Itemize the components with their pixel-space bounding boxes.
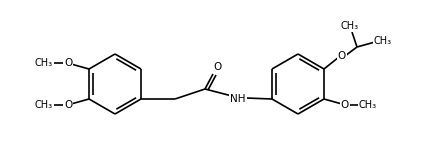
Text: O: O bbox=[341, 100, 349, 110]
Text: CH₃: CH₃ bbox=[35, 100, 53, 110]
Text: CH₃: CH₃ bbox=[35, 58, 53, 68]
Text: NH: NH bbox=[230, 94, 246, 104]
Text: CH₃: CH₃ bbox=[341, 21, 359, 31]
Text: O: O bbox=[64, 58, 72, 68]
Text: CH₃: CH₃ bbox=[374, 36, 392, 46]
Text: O: O bbox=[338, 51, 346, 61]
Text: O: O bbox=[214, 62, 222, 72]
Text: O: O bbox=[64, 100, 72, 110]
Text: CH₃: CH₃ bbox=[359, 100, 377, 110]
